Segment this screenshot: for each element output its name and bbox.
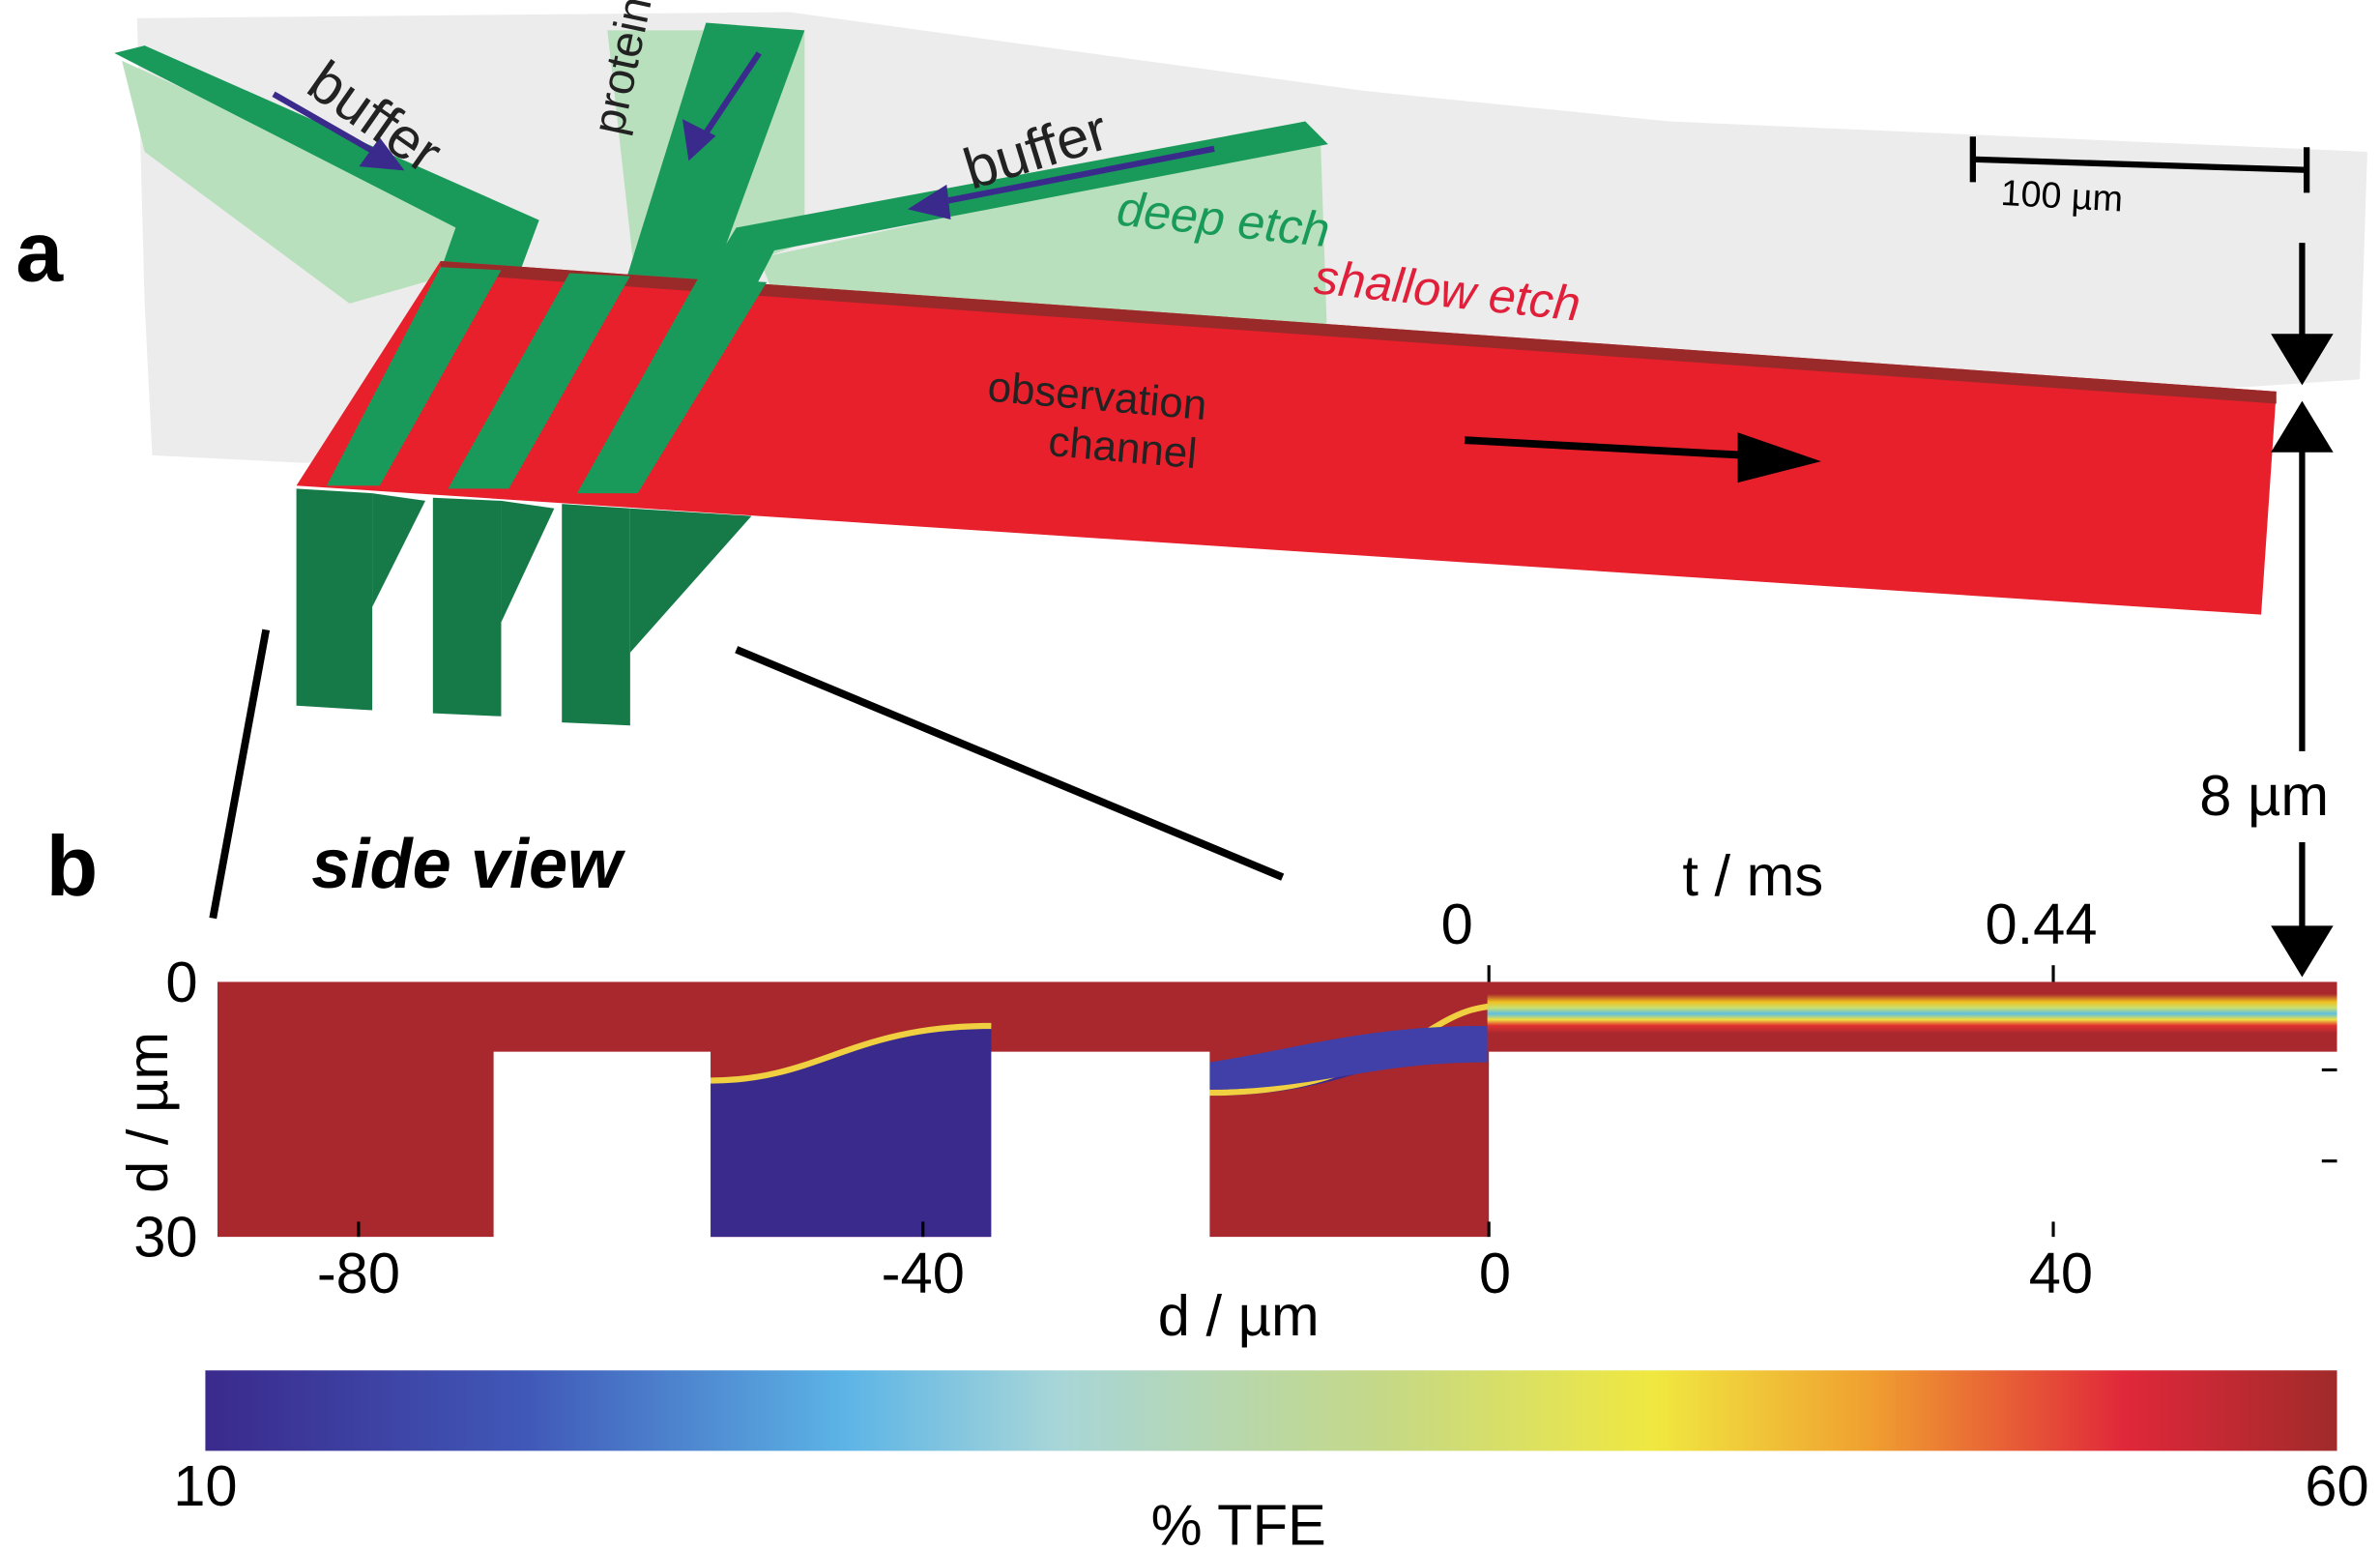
panel-label: a [15, 203, 64, 299]
top-tick-label: 0.44 [1985, 892, 2097, 956]
x-tick-label: 0 [1479, 1241, 1511, 1305]
panel-label: b [46, 818, 99, 914]
x-axis-title: d / µm [1158, 1283, 1320, 1348]
deep-channel-wall [297, 488, 752, 725]
x-tick-label: 40 [2029, 1241, 2093, 1305]
figure: buffer protein buffer deep etch shallow … [0, 0, 2380, 1551]
top-axis-title: t / ms [1682, 843, 1823, 908]
colorbar [205, 1370, 2336, 1450]
colorbar-tick-label: 60 [2305, 1453, 2368, 1518]
panel-title: side view [311, 826, 625, 903]
scale-bar-label: 100 µm [2000, 172, 2124, 219]
x-tick-label: -40 [882, 1241, 965, 1305]
top-tick-label: 0 [1441, 892, 1473, 956]
focused-stream [1488, 994, 2337, 1034]
depth-label: 8 µm [2199, 763, 2329, 828]
x-tick-label: -80 [317, 1241, 400, 1305]
y-tick-label: 0 [165, 950, 197, 1014]
y-tick-label: 30 [133, 1205, 197, 1270]
colorbar-tick-label: 10 [173, 1453, 237, 1518]
colorbar-title: % TFE [1151, 1493, 1326, 1551]
y-axis-title: d / µm [115, 1032, 180, 1193]
